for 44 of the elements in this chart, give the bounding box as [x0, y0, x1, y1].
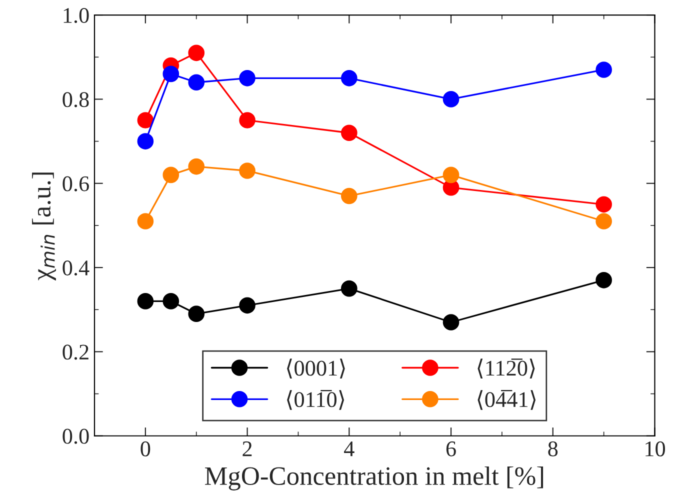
y-tick-label: 0.8	[62, 92, 89, 108]
point	[341, 280, 358, 297]
x-tick-label: 6	[446, 441, 456, 456]
y-tick-label: 1.0	[64, 8, 89, 24]
legend-label: ⟨04̅41⟩	[478, 390, 536, 410]
point	[596, 213, 612, 230]
x-axis-title: MgO-Concentration in melt [%]	[204, 466, 544, 490]
point	[596, 62, 612, 78]
y-tick-label: 0.2	[62, 344, 88, 360]
legend-label: ⟨011̅0⟩	[287, 390, 344, 410]
y-axis-title: χ$_{min}$ [a.u.]	[32, 172, 56, 280]
x-tick-label: 2	[242, 441, 252, 456]
legend-label: ⟨112̅0⟩	[478, 358, 535, 378]
x-tick-label: 8	[548, 441, 558, 456]
point	[137, 112, 154, 128]
point	[137, 133, 154, 150]
point	[137, 293, 154, 310]
x-tick-label: 4	[344, 442, 354, 456]
point	[239, 162, 256, 179]
point	[162, 293, 180, 310]
y-tick-label: 0.0	[62, 428, 89, 444]
point	[442, 314, 460, 330]
point	[341, 124, 358, 142]
point	[442, 166, 460, 184]
point	[239, 297, 256, 314]
point	[162, 66, 180, 82]
y-tick-label: 0.4	[62, 260, 90, 276]
x-tick-label: 0	[140, 441, 150, 456]
point	[596, 196, 612, 213]
point	[188, 74, 205, 91]
point	[188, 158, 205, 175]
point	[442, 91, 460, 108]
point	[341, 70, 358, 86]
x-tick-label: 10	[646, 441, 666, 456]
point	[188, 44, 205, 62]
y-tick-label: 0.6	[62, 176, 89, 192]
point	[239, 70, 256, 86]
point	[341, 188, 358, 204]
point	[188, 306, 205, 322]
point	[162, 166, 180, 184]
point	[137, 213, 154, 230]
legend-label: ⟨0001⟩	[287, 358, 345, 378]
point	[596, 272, 612, 288]
point	[239, 112, 256, 128]
